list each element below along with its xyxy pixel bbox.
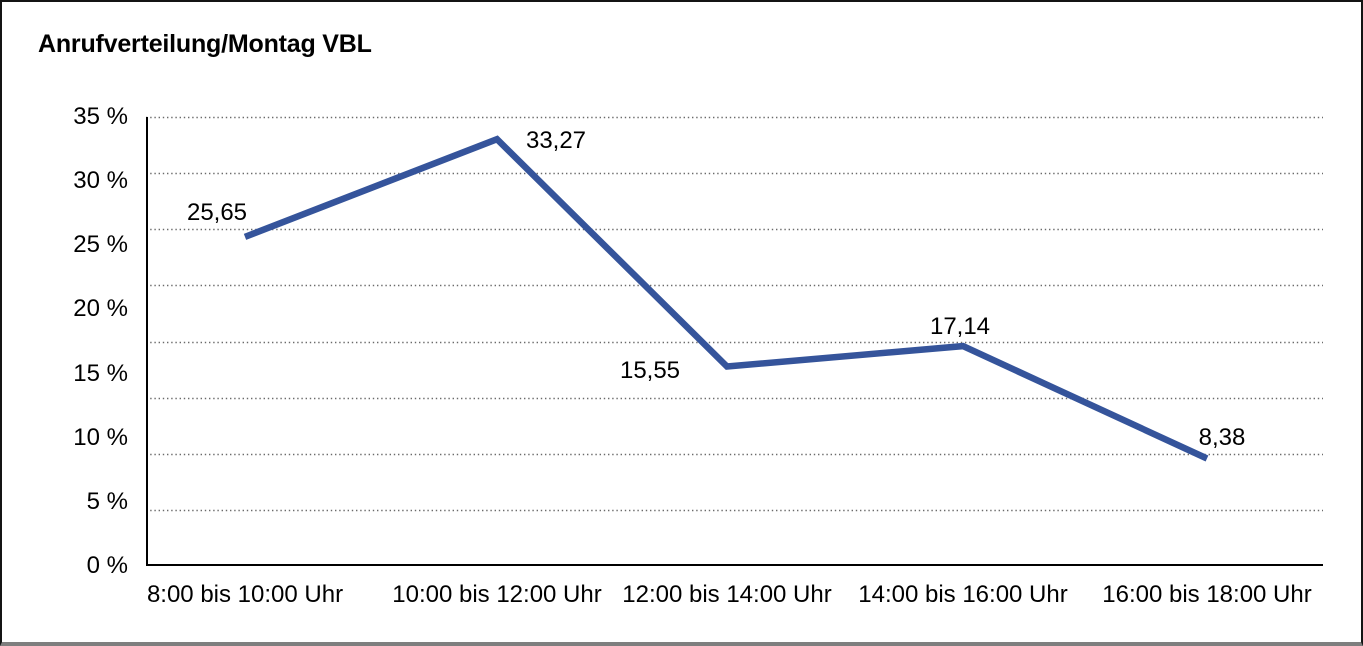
x-axis-category-label: 10:00 bis 12:00 Uhr	[392, 581, 602, 608]
chart-title: Anrufverteilung/Montag VBL	[38, 30, 372, 58]
y-axis-tick-label: 20 %	[73, 295, 128, 323]
y-axis-tick-label: 35 %	[73, 103, 128, 130]
data-point-label: 25,65	[186, 199, 248, 226]
x-axis-category-label: 12:00 bis 14:00 Uhr	[622, 581, 832, 608]
y-axis-tick-label: 5 %	[86, 487, 128, 515]
x-axis-category-label: 14:00 bis 16:00 Uhr	[858, 581, 1068, 608]
data-point-label: 8,38	[1198, 424, 1246, 451]
y-axis-tick-label: 25 %	[73, 231, 128, 259]
data-point-label: 33,27	[525, 127, 587, 154]
x-axis-category-label: 8:00 bis 10:00 Uhr	[146, 581, 344, 608]
y-axis-tick-label: 30 %	[73, 167, 128, 195]
plot-area	[146, 116, 1323, 566]
y-axis-tick-label: 10 %	[73, 423, 128, 451]
data-point-label: 15,55	[619, 357, 681, 384]
y-axis-tick-label: 0 %	[86, 552, 128, 579]
data-point-label: 17,14	[929, 313, 991, 340]
x-axis-category-label: 16:00 bis 18:00 Uhr	[1102, 581, 1312, 608]
y-axis-tick-label: 15 %	[73, 359, 128, 387]
series-line	[243, 135, 1209, 462]
